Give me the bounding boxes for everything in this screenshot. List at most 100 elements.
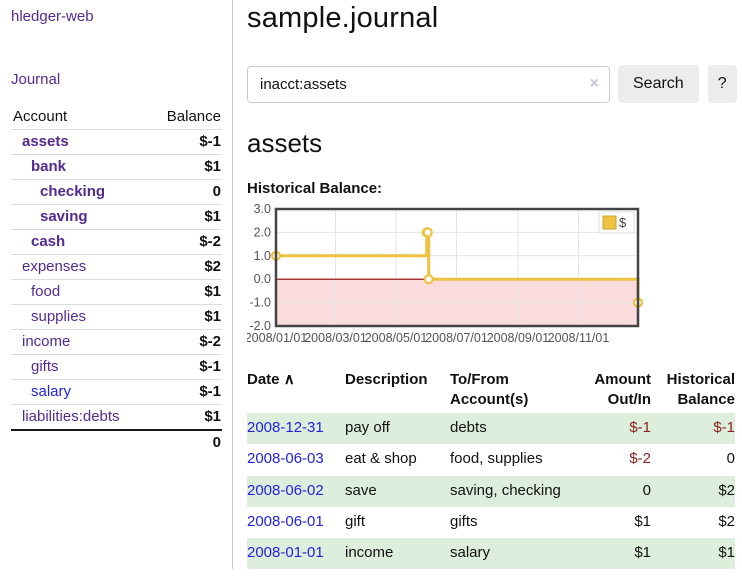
help-button[interactable]: ? xyxy=(707,65,737,103)
register-row: 2008-12-31 pay off debts $-1 $-1 xyxy=(247,413,735,445)
y-tick-label: -1.0 xyxy=(249,296,271,310)
account-row: cash $-2 xyxy=(11,229,222,255)
account-link[interactable]: liabilities:debts xyxy=(22,408,120,425)
account-link[interactable]: saving xyxy=(40,208,88,225)
y-tick-label: 3.0 xyxy=(254,203,271,216)
account-link[interactable]: supplies xyxy=(31,308,87,325)
account-row: income $-2 xyxy=(11,329,222,355)
register-row: 2008-06-01 gift gifts $1 $2 xyxy=(247,507,735,538)
account-balance: $-2 xyxy=(199,333,221,350)
account-balance: $-1 xyxy=(199,358,221,375)
page-title: sample.journal xyxy=(247,2,439,34)
account-link[interactable]: checking xyxy=(40,183,106,200)
accounts-total-row: 0 xyxy=(11,430,222,455)
account-link[interactable]: food xyxy=(31,283,61,300)
search-button[interactable]: Search xyxy=(618,65,699,103)
account-link[interactable]: bank xyxy=(31,158,67,175)
transaction-description: eat & shop xyxy=(345,450,417,468)
register-row: 2008-06-03 eat & shop food, supplies $-2 0 xyxy=(247,444,735,475)
account-balance: $-1 xyxy=(199,133,221,150)
transaction-accounts: food, supplies xyxy=(450,450,543,468)
sidebar: hledger-web Journal Account Balance asse… xyxy=(0,0,233,570)
legend-label: $ xyxy=(619,215,627,230)
data-point-marker xyxy=(423,274,434,285)
transaction-accounts: gifts xyxy=(450,512,478,530)
account-row: supplies $1 xyxy=(11,304,222,330)
register-row: 2008-01-01 income salary $1 $1 xyxy=(247,538,735,570)
x-tick-label: 2008/09/01 xyxy=(487,331,550,345)
search-wrap: × xyxy=(247,65,610,103)
account-balance: 0 xyxy=(212,183,221,200)
register-header-row: Date ∧ Description To/From Account(s) Am… xyxy=(247,366,735,413)
col-accounts: To/From Account(s) xyxy=(450,371,529,408)
account-balance: $1 xyxy=(204,158,221,175)
account-link[interactable]: expenses xyxy=(22,258,87,275)
transaction-amount: $1 xyxy=(634,512,651,530)
register-row: 2008-06-02 save saving, checking 0 $2 xyxy=(247,475,735,507)
accounts-header-account: Account xyxy=(13,108,68,125)
col-balance: Historical Balance xyxy=(666,371,735,408)
accounts-table: Account Balance assets $-1 bank $1 checking 0… xyxy=(11,105,222,455)
account-heading: assets xyxy=(247,128,323,158)
account-row: saving $1 xyxy=(11,204,222,230)
transaction-date-link[interactable]: 2008-12-31 xyxy=(247,419,324,436)
transaction-accounts: debts xyxy=(450,413,583,445)
transaction-date-link[interactable]: 2008-06-02 xyxy=(247,481,324,499)
accounts-header-row: Account Balance xyxy=(11,105,222,130)
account-balance: $1 xyxy=(204,308,221,325)
transaction-date-link[interactable]: 2008-01-01 xyxy=(247,544,324,561)
account-balance: $-1 xyxy=(199,383,221,400)
main-content: sample.journal × Search ? assets Histori… xyxy=(233,0,742,570)
search-input[interactable] xyxy=(247,65,610,103)
account-link[interactable]: assets xyxy=(22,133,69,150)
transaction-date-link[interactable]: 2008-06-01 xyxy=(247,512,324,530)
transaction-accounts: saving, checking xyxy=(450,475,583,507)
historical-balance-chart[interactable]: $3.0 2.0 1.0 0.0 -1.0 -2.0 2008/01/01 2008/03/0… xyxy=(247,203,741,350)
account-row: liabilities:debts $1 xyxy=(11,404,222,431)
journal-nav: Journal xyxy=(11,71,222,88)
account-link[interactable]: cash xyxy=(31,233,66,250)
account-row: gifts $-1 xyxy=(11,354,222,380)
plot-border xyxy=(274,207,640,328)
sort-asc-icon: ∧ xyxy=(283,371,295,388)
accounts-header-balance: Balance xyxy=(166,108,221,125)
transaction-amount: $-2 xyxy=(629,450,651,468)
col-amount: Amount Out/In xyxy=(594,371,651,408)
transaction-description: income xyxy=(345,538,450,570)
transaction-accounts: salary xyxy=(450,538,583,570)
x-tick-label: 2008/05/01 xyxy=(365,331,428,345)
app-title-link[interactable]: hledger-web xyxy=(11,8,94,25)
transaction-amount: $1 xyxy=(583,538,651,570)
transaction-date-link[interactable]: 2008-06-03 xyxy=(247,450,324,468)
accounts-total-balance: 0 xyxy=(212,434,221,451)
search-form: × Search ? xyxy=(247,65,741,103)
account-row: expenses $2 xyxy=(11,254,222,280)
x-tick-label: 2008/01/01 xyxy=(247,331,307,345)
clear-search-icon[interactable]: × xyxy=(589,74,599,92)
account-link[interactable]: gifts xyxy=(31,358,59,375)
transaction-amount: $-1 xyxy=(583,413,651,445)
y-tick-label: 1.0 xyxy=(254,249,271,263)
y-tick-label: -2.0 xyxy=(249,319,271,333)
transaction-description: save xyxy=(345,475,450,507)
account-link[interactable]: income xyxy=(22,333,71,350)
legend-swatch xyxy=(602,215,617,230)
y-tick-label: 2.0 xyxy=(254,225,271,239)
chart-title: Historical Balance: xyxy=(247,180,383,197)
x-tick-label: 2008/03/01 xyxy=(304,331,367,345)
page: hledger-web Journal Account Balance asse… xyxy=(0,0,742,570)
col-description: Description xyxy=(345,371,428,388)
transaction-description: pay off xyxy=(345,413,450,445)
account-row: bank $1 xyxy=(11,154,222,180)
register-table: Date ∧ Description To/From Account(s) Am… xyxy=(247,366,735,570)
y-tick-label: 0.0 xyxy=(254,272,271,286)
account-balance: $-2 xyxy=(199,233,221,250)
col-date[interactable]: Date ∧ xyxy=(247,371,295,388)
account-balance: $1 xyxy=(204,408,221,425)
transaction-balance: $2 xyxy=(718,512,735,530)
x-tick-label: 2008/11/01 xyxy=(548,331,610,345)
journal-link[interactable]: Journal xyxy=(11,71,61,88)
account-link[interactable]: salary xyxy=(31,383,72,400)
account-row: checking 0 xyxy=(11,179,222,205)
data-point-marker xyxy=(422,227,433,238)
